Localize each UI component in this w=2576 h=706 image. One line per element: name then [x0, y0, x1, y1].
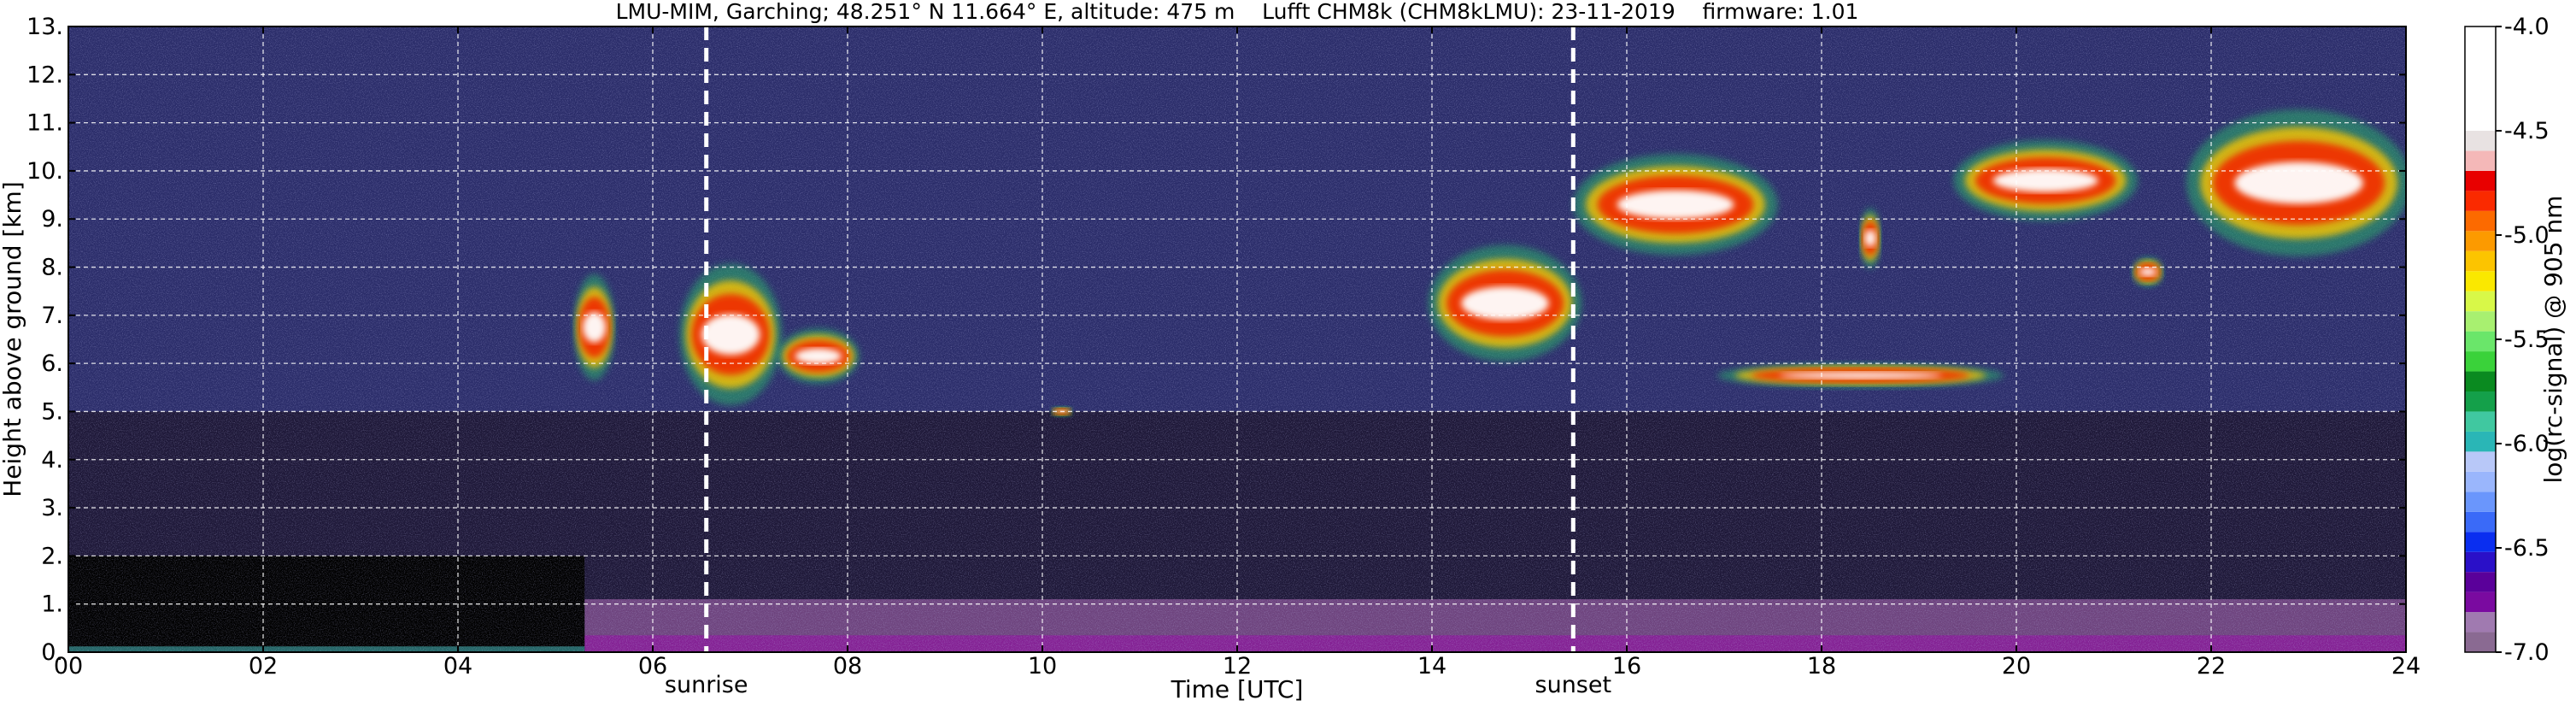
colorbar-swatch — [2465, 231, 2496, 251]
colorbar-swatch — [2465, 150, 2496, 171]
cloud-layer — [777, 328, 860, 385]
y-axis-label: Height above ground [km] — [0, 181, 26, 497]
y-tick-label: 3. — [41, 495, 63, 521]
chart-title: LMU-MIM, Garching; 48.251° N 11.664° E, … — [616, 0, 1859, 24]
y-tick-label: 1. — [41, 591, 63, 618]
colorbar-swatch — [2465, 632, 2496, 652]
colorbar-swatch — [2465, 391, 2496, 412]
colorbar-swatch — [2465, 331, 2496, 352]
event-label-sunset: sunset — [1535, 672, 1612, 698]
x-tick-label: 24 — [2391, 653, 2421, 680]
colorbar-swatch — [2465, 431, 2496, 452]
colorbar-swatch — [2465, 271, 2496, 291]
colorbar-swatch — [2465, 371, 2496, 391]
colorbar-label: log(rc-signal) @ 905 nm — [2539, 196, 2567, 484]
event-lines — [704, 26, 1576, 652]
y-tick-label: 13. — [26, 14, 63, 40]
y-tick-label: 8. — [41, 255, 63, 281]
colorbar-swatch — [2465, 26, 2496, 131]
event-label-sunrise: sunrise — [665, 672, 748, 698]
colorbar-tick-label: -6.0 — [2504, 431, 2550, 457]
cloud-layer — [2132, 256, 2163, 287]
colorbar-swatch — [2465, 491, 2496, 512]
cloud-layer — [2186, 109, 2406, 256]
x-tick-label: 06 — [638, 653, 667, 680]
colorbar-swatch — [2465, 191, 2496, 211]
x-tick-label: 14 — [1417, 653, 1446, 680]
x-tick-label: 10 — [1028, 653, 1057, 680]
x-tick-label: 18 — [1807, 653, 1836, 680]
colorbar-tick-label: -6.5 — [2504, 535, 2550, 562]
colorbar-swatch — [2465, 572, 2496, 592]
y-axis-ticks: 0. 1. 2. 3. 4. 5. 6. 7. 8. 9. 10. 11. 12. 13. — [26, 14, 2406, 666]
y-tick-label: 11. — [26, 110, 63, 137]
colorbar-swatch — [2465, 411, 2496, 432]
colorbar-swatch — [2465, 612, 2496, 632]
colorbar-swatch — [2465, 131, 2496, 151]
x-tick-label: 22 — [2197, 653, 2226, 680]
y-tick-label: 12. — [26, 62, 63, 88]
x-axis-ticks: 00 02 04 06 08 10 12 14 16 18 20 22 24 — [54, 26, 2421, 680]
cloud-layer — [573, 274, 615, 381]
cloud-layer — [1717, 362, 2004, 389]
y-tick-label: 10. — [26, 158, 63, 185]
y-tick-label: 0. — [41, 639, 63, 666]
colorbar-swatch — [2465, 591, 2496, 613]
heatmap-plot-area — [68, 26, 2406, 652]
x-tick-label: 00 — [54, 653, 83, 680]
cloud-layers — [573, 109, 2406, 417]
y-tick-label: 9. — [41, 206, 63, 232]
colorbar-tick-label: -4.5 — [2504, 118, 2550, 144]
cloud-layer — [1953, 139, 2138, 221]
y-tick-label: 4. — [41, 447, 63, 474]
cloud-layer — [679, 263, 783, 406]
event-labels: sunrise sunset — [665, 672, 1611, 698]
colorbar-swatch — [2465, 311, 2496, 332]
colorbar-swatch — [2465, 351, 2496, 372]
colorbar-tick-label: -4.0 — [2504, 14, 2550, 40]
x-tick-label: 02 — [249, 653, 278, 680]
x-tick-label: 04 — [443, 653, 472, 680]
y-tick-label: 5. — [41, 398, 63, 425]
colorbar-tick-label: -5.5 — [2504, 327, 2550, 353]
x-tick-label: 20 — [2002, 653, 2031, 680]
colorbar-swatch — [2465, 471, 2496, 492]
colorbar-swatch — [2465, 291, 2496, 312]
colorbar-swatch — [2465, 170, 2496, 191]
grid-lines — [68, 26, 2406, 652]
colorbar-swatch — [2465, 551, 2496, 573]
cloud-layer — [1860, 208, 1881, 269]
colorbar-swatch — [2465, 511, 2496, 532]
colorbar-tick-label: -7.0 — [2504, 639, 2550, 666]
cloud-layer — [1428, 244, 1582, 362]
x-tick-label: 12 — [1223, 653, 1252, 680]
y-tick-label: 2. — [41, 543, 63, 569]
y-tick-label: 6. — [41, 350, 63, 377]
colorbar-swatch — [2465, 210, 2496, 232]
colorbar-tick-label: -5.0 — [2504, 222, 2550, 249]
y-tick-label: 7. — [41, 303, 63, 329]
colorbar-swatch — [2465, 250, 2496, 272]
x-tick-label: 16 — [1612, 653, 1641, 680]
x-axis-label: Time [UTC] — [1171, 675, 1304, 703]
colorbar-swatch — [2465, 532, 2496, 552]
colorbar-swatch — [2465, 451, 2496, 472]
colorbar: -4.0 -4.5 -5.0 -5.5 -6.0 -6.5 -7.0 — [2464, 14, 2550, 666]
cloud-layer — [1573, 154, 1778, 256]
x-tick-label: 08 — [833, 653, 862, 680]
